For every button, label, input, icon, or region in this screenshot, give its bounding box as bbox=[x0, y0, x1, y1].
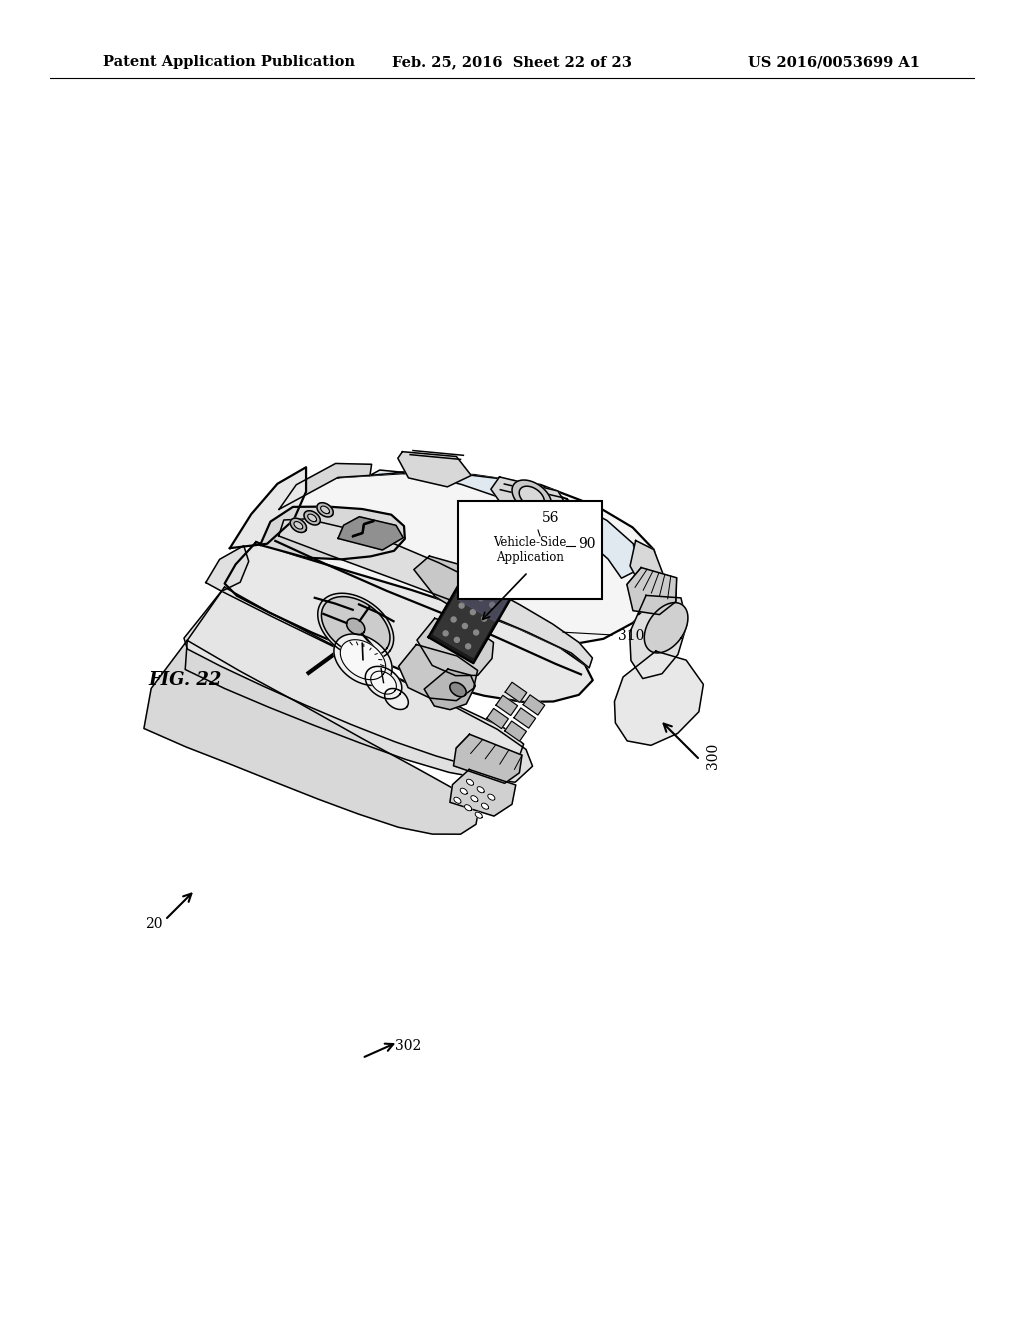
Circle shape bbox=[470, 610, 475, 615]
Polygon shape bbox=[490, 477, 570, 525]
Text: 90: 90 bbox=[578, 537, 596, 550]
Polygon shape bbox=[486, 709, 508, 729]
Circle shape bbox=[452, 616, 456, 622]
Polygon shape bbox=[366, 667, 401, 698]
Text: Patent Application Publication: Patent Application Publication bbox=[103, 55, 355, 69]
Polygon shape bbox=[487, 795, 495, 800]
Polygon shape bbox=[644, 603, 688, 653]
Circle shape bbox=[463, 623, 467, 628]
Polygon shape bbox=[467, 779, 474, 785]
Text: Vehicle-Side
Application: Vehicle-Side Application bbox=[494, 536, 566, 564]
Circle shape bbox=[489, 602, 495, 607]
Polygon shape bbox=[471, 796, 478, 801]
Polygon shape bbox=[428, 566, 514, 663]
Text: Feb. 25, 2016  Sheet 22 of 23: Feb. 25, 2016 Sheet 22 of 23 bbox=[392, 55, 632, 69]
Circle shape bbox=[459, 603, 464, 609]
Text: 56: 56 bbox=[542, 511, 559, 525]
Polygon shape bbox=[630, 540, 665, 615]
Polygon shape bbox=[519, 486, 545, 508]
Polygon shape bbox=[523, 694, 545, 715]
Text: 310: 310 bbox=[563, 630, 644, 643]
Text: FIG. 22: FIG. 22 bbox=[148, 671, 221, 689]
Polygon shape bbox=[260, 507, 404, 560]
Circle shape bbox=[467, 589, 472, 594]
Polygon shape bbox=[229, 467, 306, 548]
Circle shape bbox=[466, 644, 471, 649]
Polygon shape bbox=[514, 708, 536, 729]
Polygon shape bbox=[294, 521, 303, 529]
Polygon shape bbox=[512, 480, 552, 513]
Circle shape bbox=[481, 616, 486, 622]
Polygon shape bbox=[370, 470, 637, 578]
Polygon shape bbox=[454, 797, 461, 804]
Polygon shape bbox=[290, 519, 306, 532]
Polygon shape bbox=[460, 788, 467, 795]
Polygon shape bbox=[505, 721, 526, 742]
Text: US 2016/0053699 A1: US 2016/0053699 A1 bbox=[748, 55, 920, 69]
Polygon shape bbox=[224, 543, 593, 702]
Polygon shape bbox=[322, 597, 390, 656]
Polygon shape bbox=[475, 812, 482, 818]
Polygon shape bbox=[338, 516, 403, 550]
Polygon shape bbox=[424, 669, 475, 710]
Polygon shape bbox=[477, 787, 484, 793]
Polygon shape bbox=[414, 556, 495, 614]
Polygon shape bbox=[334, 634, 392, 685]
Polygon shape bbox=[371, 671, 396, 694]
Polygon shape bbox=[433, 572, 509, 657]
Polygon shape bbox=[144, 640, 479, 834]
Polygon shape bbox=[185, 591, 532, 783]
Polygon shape bbox=[465, 805, 472, 810]
Polygon shape bbox=[263, 474, 660, 644]
Polygon shape bbox=[481, 803, 488, 809]
Circle shape bbox=[478, 595, 483, 601]
Polygon shape bbox=[454, 734, 522, 783]
Polygon shape bbox=[317, 593, 393, 660]
Polygon shape bbox=[304, 511, 321, 525]
Polygon shape bbox=[346, 618, 365, 635]
Polygon shape bbox=[398, 644, 477, 701]
Text: 302: 302 bbox=[395, 1039, 421, 1053]
Text: 20: 20 bbox=[145, 917, 163, 931]
Polygon shape bbox=[340, 640, 386, 680]
Polygon shape bbox=[206, 545, 249, 591]
Polygon shape bbox=[505, 682, 526, 702]
Circle shape bbox=[455, 638, 460, 643]
Circle shape bbox=[474, 630, 478, 635]
Polygon shape bbox=[279, 519, 593, 668]
Polygon shape bbox=[307, 513, 316, 521]
Polygon shape bbox=[630, 595, 687, 678]
Polygon shape bbox=[184, 587, 523, 768]
Polygon shape bbox=[614, 651, 703, 746]
Polygon shape bbox=[450, 770, 516, 816]
Polygon shape bbox=[385, 689, 409, 709]
Text: 300: 300 bbox=[706, 743, 720, 770]
Polygon shape bbox=[417, 618, 494, 676]
Polygon shape bbox=[496, 696, 517, 715]
Polygon shape bbox=[450, 682, 466, 697]
Polygon shape bbox=[627, 568, 677, 615]
Polygon shape bbox=[279, 463, 372, 510]
Circle shape bbox=[443, 631, 449, 636]
Polygon shape bbox=[317, 503, 333, 517]
Polygon shape bbox=[457, 576, 509, 622]
Polygon shape bbox=[321, 506, 330, 513]
Polygon shape bbox=[398, 451, 471, 487]
